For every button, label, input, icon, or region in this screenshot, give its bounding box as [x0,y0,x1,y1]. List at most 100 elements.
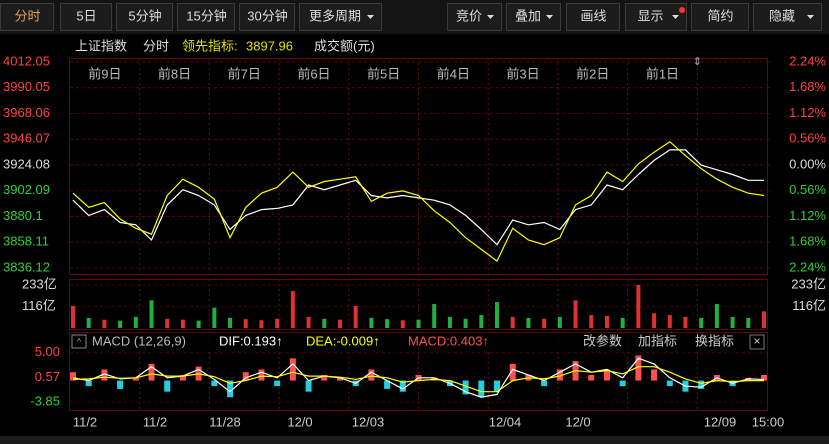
tool-label[interactable]: 画线 [580,8,606,23]
volume-bar [353,305,358,328]
volume-bar [118,320,123,328]
volume-bar [306,316,311,328]
x-label: 11/2 [143,414,167,429]
dropdown-arrow [672,15,679,19]
tab-button[interactable] [177,3,235,31]
day-label: 前9日 [88,66,121,81]
dif: DIF:0.193↑ [219,333,283,348]
volume-bar [604,316,609,328]
volume-bar [510,316,515,328]
tab-button[interactable] [60,3,112,31]
y-tick-label: 0.57 [35,369,60,384]
tab-button[interactable] [0,3,54,31]
dropdown-arrow [807,15,814,19]
tool-button[interactable] [691,3,749,31]
volume-bar [416,319,421,328]
x-label: 11/28 [209,414,241,429]
macd-button[interactable]: 换指标 [695,333,734,348]
y-tick-label: 3946.07 [3,131,50,146]
macd-bar [305,380,312,392]
volume-bar [699,317,704,328]
y2-tick-label: 0.56% [789,131,826,146]
macd-bar [588,375,595,381]
macd-bar [698,380,705,389]
macd-bar [462,380,469,395]
macd-bar [666,380,673,387]
macd-bar [148,363,155,381]
pin-icon: ⇕ [693,56,702,68]
macd-bar [541,380,548,387]
macd-bar [164,380,171,392]
macd-bar [478,380,485,398]
volume-bar [746,317,751,328]
tool-button[interactable] [447,3,502,31]
y-tick-label: 3880.1 [3,208,43,223]
y2-tick-label: 1.68% [789,79,826,94]
y2-tick-label: 116亿 [792,298,826,313]
volume-bar [149,300,154,328]
tool-button[interactable] [566,3,620,31]
macd-bar [509,363,516,381]
volume-bar [526,317,531,328]
volume-bar [636,285,641,328]
macd-bar [179,375,186,381]
volume-bar [400,320,405,328]
volume-bar [495,302,500,328]
tab-button[interactable] [239,3,295,31]
tab-label[interactable]: 30分钟 [247,8,287,23]
volume-bar [762,311,766,328]
y2-tick-label: 233亿 [791,276,826,291]
y-tick-label: 5.00 [35,344,60,359]
volume-bar [573,300,578,328]
close-box[interactable] [749,334,765,350]
x-label: 12/0 [287,414,312,429]
macd-bar [494,380,501,392]
volume-bar [243,319,248,328]
tool-label[interactable]: 隐藏 [769,8,795,23]
day-label: 前8日 [158,66,191,81]
x-label: 11/2 [73,414,97,429]
x-label: 12/0 [565,414,590,429]
macd-bar [761,375,767,381]
tab-label[interactable]: 更多周期 [309,8,361,23]
y2-tick-label: 1.12% [789,208,826,223]
tool-label[interactable]: 竞价 [456,8,482,23]
volume-bar [447,316,452,328]
macd-bar [556,369,563,381]
tab-label[interactable]: 5日 [76,8,96,23]
macd-dropdown[interactable] [71,334,87,349]
amount-label: 成交额(元) [314,38,375,53]
dea: DEA:-0.009↑ [306,333,380,348]
volume-bar [86,317,91,328]
y2-tick-label: 1.68% [789,234,826,249]
tab-label[interactable]: 5分钟 [128,8,161,23]
tab-label[interactable]: 15分钟 [186,8,226,23]
volume-bar [463,318,468,328]
macd-bar [368,369,375,381]
volume-bar [652,313,657,328]
tab-label[interactable]: 分时 [14,8,40,23]
tab-button[interactable] [299,3,382,31]
volume-bar [133,316,138,328]
x-label: 15:00 [752,414,785,429]
volume-bar [714,304,719,328]
day-label: 前4日 [437,66,470,81]
tool-label[interactable]: 显示 [637,8,663,23]
macd-bar [336,377,343,381]
tool-label[interactable]: 叠加 [515,8,541,23]
tool-label[interactable]: 简约 [707,8,733,23]
volume-bar [228,317,233,328]
tab-button[interactable] [116,3,173,31]
y-tick-label: 3990.05 [3,79,50,94]
macd-button[interactable]: 改参数 [583,333,622,348]
lead-label: 领先指标: [182,38,238,53]
volume-bar [337,319,342,328]
tool-button[interactable] [506,3,561,31]
macd-button[interactable]: 加指标 [638,333,677,348]
y-tick-label: 3836.12 [3,259,50,274]
y-tick-label: 3968.06 [3,105,50,120]
lead-value: 3897.96 [246,38,293,53]
macd-bar [399,380,406,392]
